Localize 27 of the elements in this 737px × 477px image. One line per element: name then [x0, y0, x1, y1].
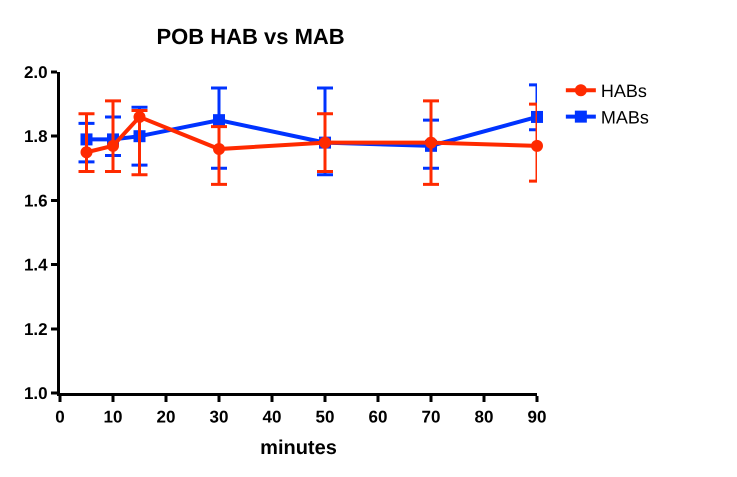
x-axis-title: minutes: [260, 436, 337, 459]
x-tick-label: 70: [422, 407, 440, 426]
point: [531, 140, 543, 152]
legend-label: MABs: [600, 108, 649, 128]
x-tick-label: 0: [55, 407, 65, 426]
x-tick-label: 90: [528, 407, 546, 426]
y-tick-label: 1.0: [24, 384, 48, 403]
x-tick-label: 40: [262, 407, 282, 426]
x-tick-label: 20: [156, 407, 176, 426]
point: [134, 110, 146, 123]
y-tick-label: 1.4: [24, 256, 48, 275]
y-tick-label: 1.8: [24, 127, 48, 146]
x-tick-label: 30: [210, 407, 228, 426]
x-tick-label: 80: [474, 407, 494, 426]
y-tick-label: 1.6: [24, 191, 48, 210]
point: [80, 146, 92, 158]
y-tick-label: 2.0: [24, 62, 48, 82]
chart-title: POB HAB vs MAB: [156, 24, 345, 50]
y-tick-label: 1.2: [24, 320, 48, 339]
legend-label: HABs: [600, 81, 647, 102]
x-tick-label: 50: [316, 407, 334, 426]
point: [107, 140, 119, 152]
x-tick-label: 10: [104, 407, 122, 426]
point: [425, 136, 437, 149]
x-tick-label: 60: [368, 407, 388, 426]
point: [213, 114, 225, 126]
point: [213, 143, 225, 156]
